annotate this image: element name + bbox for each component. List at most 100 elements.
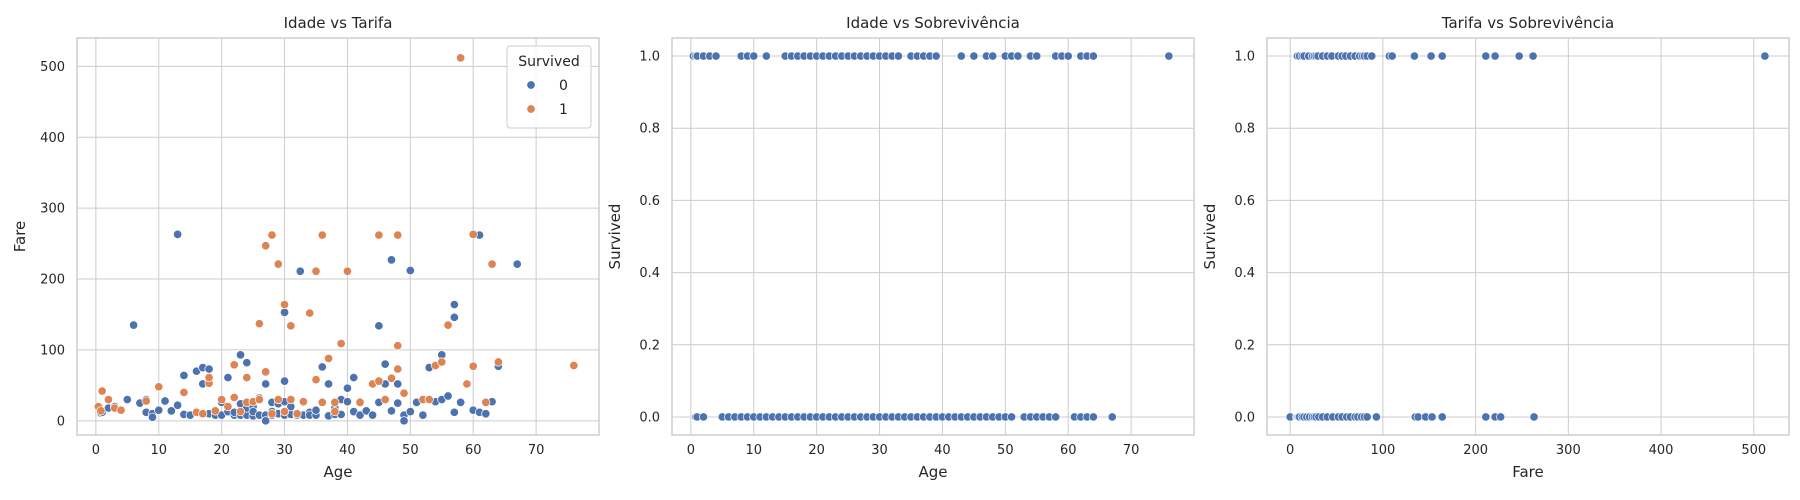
data-point	[481, 409, 491, 419]
data-point	[147, 412, 158, 422]
x-tick-label: 0	[92, 443, 100, 458]
data-point	[374, 230, 384, 240]
data-point	[317, 397, 327, 407]
data-point	[1481, 51, 1491, 61]
data-point	[298, 397, 308, 407]
y-tick-label: 1.0	[639, 50, 660, 65]
data-point	[449, 312, 459, 322]
data-point	[386, 406, 397, 416]
data-point	[217, 395, 227, 405]
data-point	[374, 376, 384, 386]
y-axis-label: Survived	[1201, 204, 1219, 270]
x-tick-label: 60	[1060, 443, 1077, 458]
data-point	[279, 407, 290, 417]
data-point	[279, 307, 290, 317]
x-axis-label: Age	[918, 463, 947, 481]
chart-title: Idade vs Tarifa	[284, 14, 393, 32]
data-point	[267, 230, 277, 240]
data-point	[1362, 412, 1372, 422]
data-point	[468, 361, 478, 371]
data-point	[1051, 412, 1061, 422]
data-point	[324, 353, 334, 363]
data-point	[449, 300, 459, 310]
data-point	[1032, 51, 1042, 61]
data-point	[129, 320, 139, 330]
data-point	[969, 51, 979, 61]
plot-frame	[1266, 37, 1790, 436]
data-point	[173, 229, 183, 239]
y-tick-label: 200	[40, 273, 65, 288]
x-tick-label: 40	[934, 443, 951, 458]
data-point	[1387, 51, 1397, 61]
data-point	[261, 367, 271, 377]
data-point	[311, 405, 321, 415]
data-point	[279, 376, 290, 386]
data-point	[1164, 51, 1174, 61]
y-tick-label: 0.0	[1234, 410, 1255, 425]
data-point	[1107, 412, 1117, 422]
data-point	[1013, 51, 1023, 61]
data-point	[1514, 51, 1524, 61]
data-point	[210, 406, 220, 416]
data-point	[97, 386, 107, 396]
x-tick-label: 10	[150, 443, 167, 458]
data-point	[386, 255, 397, 265]
x-tick-label: 0	[687, 443, 695, 458]
data-point	[311, 266, 321, 276]
series-survived-1	[688, 51, 1174, 61]
y-tick-label: 400	[40, 131, 65, 146]
x-tick-label: 20	[808, 443, 825, 458]
data-point	[305, 308, 315, 318]
y-tick-label: 0.8	[1234, 122, 1255, 137]
legend-marker-0	[526, 80, 536, 90]
data-point	[141, 396, 151, 406]
data-point	[1063, 51, 1073, 61]
data-point	[380, 395, 390, 405]
data-point	[279, 300, 290, 310]
data-point	[1496, 412, 1506, 422]
data-point	[1426, 51, 1436, 61]
legend-title: Survived	[518, 54, 579, 70]
data-point	[235, 407, 246, 417]
data-point	[711, 51, 721, 61]
y-tick-label: 300	[40, 202, 65, 217]
data-point	[235, 350, 246, 360]
chart-fare-survived: 0 100 200 300 400 500 0.0 0.2 0.4 0.6 0.8 1.0 Tarifa…	[1201, 14, 1790, 481]
plot-frame	[671, 37, 1195, 436]
x-tick-label: 50	[997, 443, 1014, 458]
y-tick-label: 0.2	[1234, 338, 1255, 353]
data-point	[437, 357, 447, 367]
data-point	[405, 265, 415, 276]
data-point	[569, 360, 579, 371]
series-survived-0	[691, 412, 1117, 422]
y-tick-label: 100	[40, 343, 65, 358]
data-point	[393, 398, 403, 408]
data-point	[261, 379, 271, 389]
data-point	[1528, 51, 1538, 61]
data-point	[292, 409, 302, 419]
x-tick-label: 70	[528, 443, 545, 458]
y-tick-label: 0.6	[639, 194, 660, 209]
data-point	[1481, 412, 1491, 422]
legend-marker-1	[526, 104, 536, 114]
data-point	[122, 395, 132, 405]
plot-area	[1266, 37, 1790, 436]
data-point	[342, 383, 352, 393]
data-point	[273, 395, 283, 405]
legend-label-0: 0	[559, 78, 568, 94]
data-point	[204, 364, 214, 374]
data-point	[1437, 51, 1447, 61]
data-point	[349, 373, 359, 383]
data-point	[254, 319, 264, 329]
data-point	[1409, 51, 1419, 61]
data-point	[1490, 51, 1500, 61]
data-point	[173, 400, 183, 410]
data-point	[267, 409, 277, 419]
chart-title: Idade vs Sobrevivência	[846, 14, 1020, 32]
y-tick-label: 0.8	[639, 122, 660, 137]
data-point	[468, 229, 478, 239]
x-tick-label: 100	[1370, 443, 1395, 458]
y-axis-label: Survived	[606, 204, 624, 270]
data-point	[254, 395, 264, 405]
